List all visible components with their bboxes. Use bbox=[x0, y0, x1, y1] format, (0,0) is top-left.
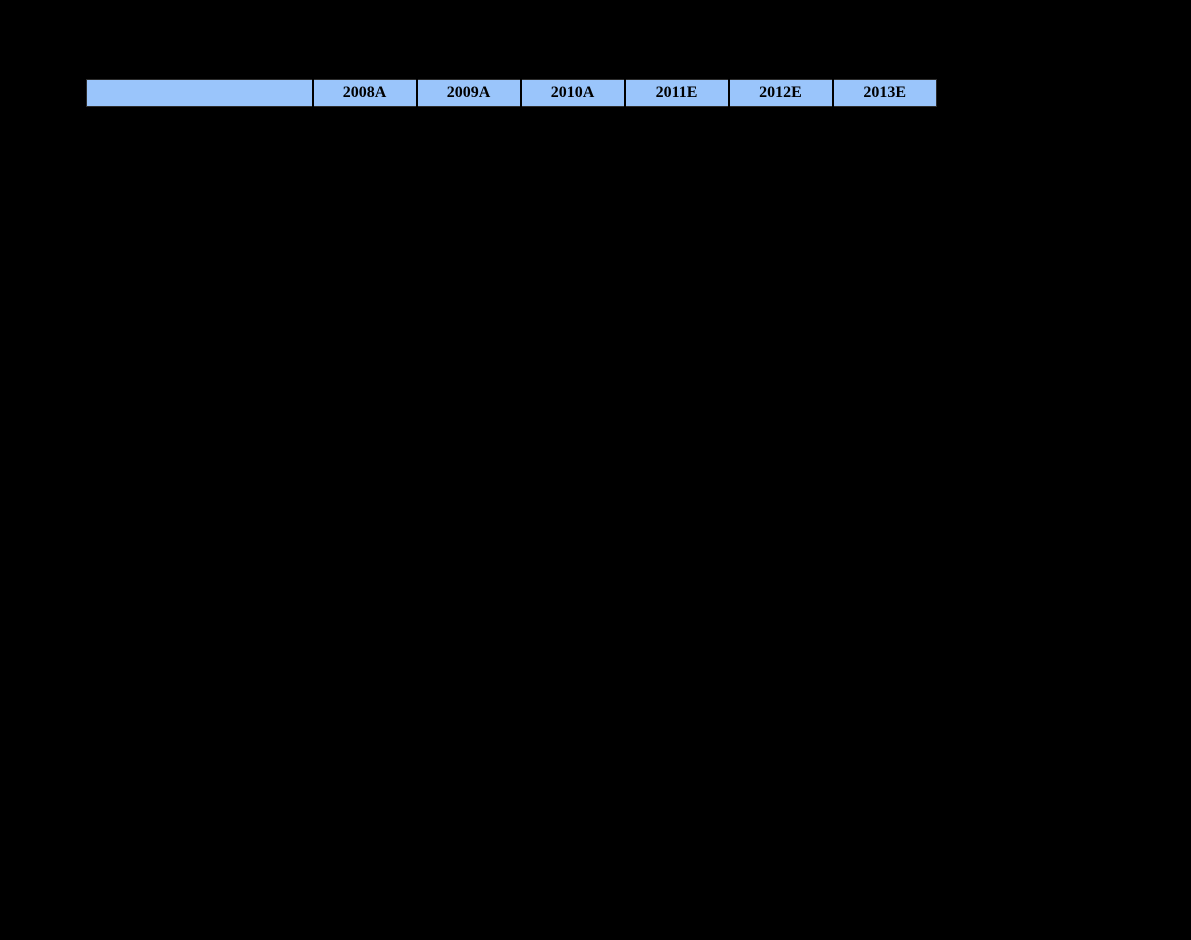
table-header-row: 2008A 2009A 2010A 2011E 2012E 2013E bbox=[86, 79, 937, 107]
column-header-2009a: 2009A bbox=[415, 79, 522, 107]
column-header-2010a: 2010A bbox=[519, 79, 626, 107]
column-header-2008a: 2008A bbox=[311, 79, 418, 107]
column-header-2012e: 2012E bbox=[727, 79, 834, 107]
table-header: 2008A 2009A 2010A 2011E 2012E 2013E bbox=[86, 79, 937, 107]
column-header-row-label bbox=[86, 79, 314, 107]
financial-period-header-table: 2008A 2009A 2010A 2011E 2012E 2013E bbox=[86, 79, 937, 107]
column-header-2013e: 2013E bbox=[831, 79, 937, 107]
column-header-2011e: 2011E bbox=[623, 79, 730, 107]
